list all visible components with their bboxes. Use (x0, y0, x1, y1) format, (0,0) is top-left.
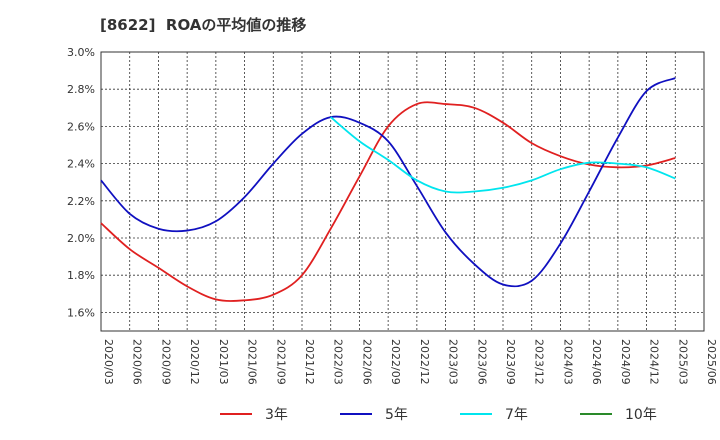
x-tick-label: 2023/09 (504, 339, 517, 385)
x-tick-label: 2021/03 (217, 339, 230, 385)
x-tick-label: 2022/06 (360, 339, 373, 385)
x-tick-label: 2024/12 (648, 339, 661, 385)
x-tick-label: 2020/12 (188, 339, 201, 385)
y-tick-label: 3.0% (67, 46, 95, 59)
x-tick-label: 2024/06 (590, 339, 603, 385)
x-tick-label: 2021/12 (303, 339, 316, 385)
x-tick-label: 2024/09 (619, 339, 632, 385)
x-tick-label: 2023/12 (533, 339, 546, 385)
x-tick-label: 2025/06 (705, 339, 718, 385)
x-tick-label: 2025/03 (676, 339, 689, 385)
x-tick-layer: 2020/03 2020/06 2020/09 2020/12 2021/03 2021/… (102, 339, 718, 385)
legend-label: 10年 (625, 407, 657, 423)
x-tick-label: 2022/12 (418, 339, 431, 385)
x-tick-label: 2020/06 (131, 339, 144, 385)
x-tick-label: 2021/06 (246, 339, 259, 385)
y-tick-label: 1.6% (67, 306, 95, 319)
series-line-1 (100, 101, 676, 302)
x-tick-label: 2020/03 (102, 339, 115, 385)
series-line-2 (100, 77, 676, 288)
legend-label: 7年 (505, 407, 528, 423)
x-tick-label: 2022/03 (332, 339, 345, 385)
y-tick-label: 1.8% (67, 269, 95, 282)
y-tick-label: 2.0% (67, 232, 95, 245)
y-tick-label: 2.4% (67, 158, 95, 171)
x-tick-label: 2023/03 (447, 339, 460, 385)
chart-title: [8622] ROAの平均値の推移 (100, 16, 307, 34)
x-tick-label: 2024/03 (561, 339, 574, 385)
y-tick-layer: 1.6% 1.8% 2.0% 2.2% 2.4% 2.6% 2.8% 3.0% (67, 46, 95, 319)
y-tick-label: 2.6% (67, 120, 95, 133)
y-tick-label: 2.2% (67, 195, 95, 208)
y-tick-label: 2.8% (67, 83, 95, 96)
legend-label: 3年 (265, 407, 288, 423)
plot-area (100, 51, 705, 332)
x-tick-label: 2023/06 (475, 339, 488, 385)
legend: 3年 5年 7年 10年 (220, 407, 657, 423)
x-tick-label: 2022/09 (389, 339, 402, 385)
series-layer (100, 77, 676, 302)
x-tick-label: 2021/09 (274, 339, 287, 385)
legend-label: 5年 (385, 407, 408, 423)
series-line-3 (330, 116, 676, 194)
x-tick-label: 2020/09 (159, 339, 172, 385)
